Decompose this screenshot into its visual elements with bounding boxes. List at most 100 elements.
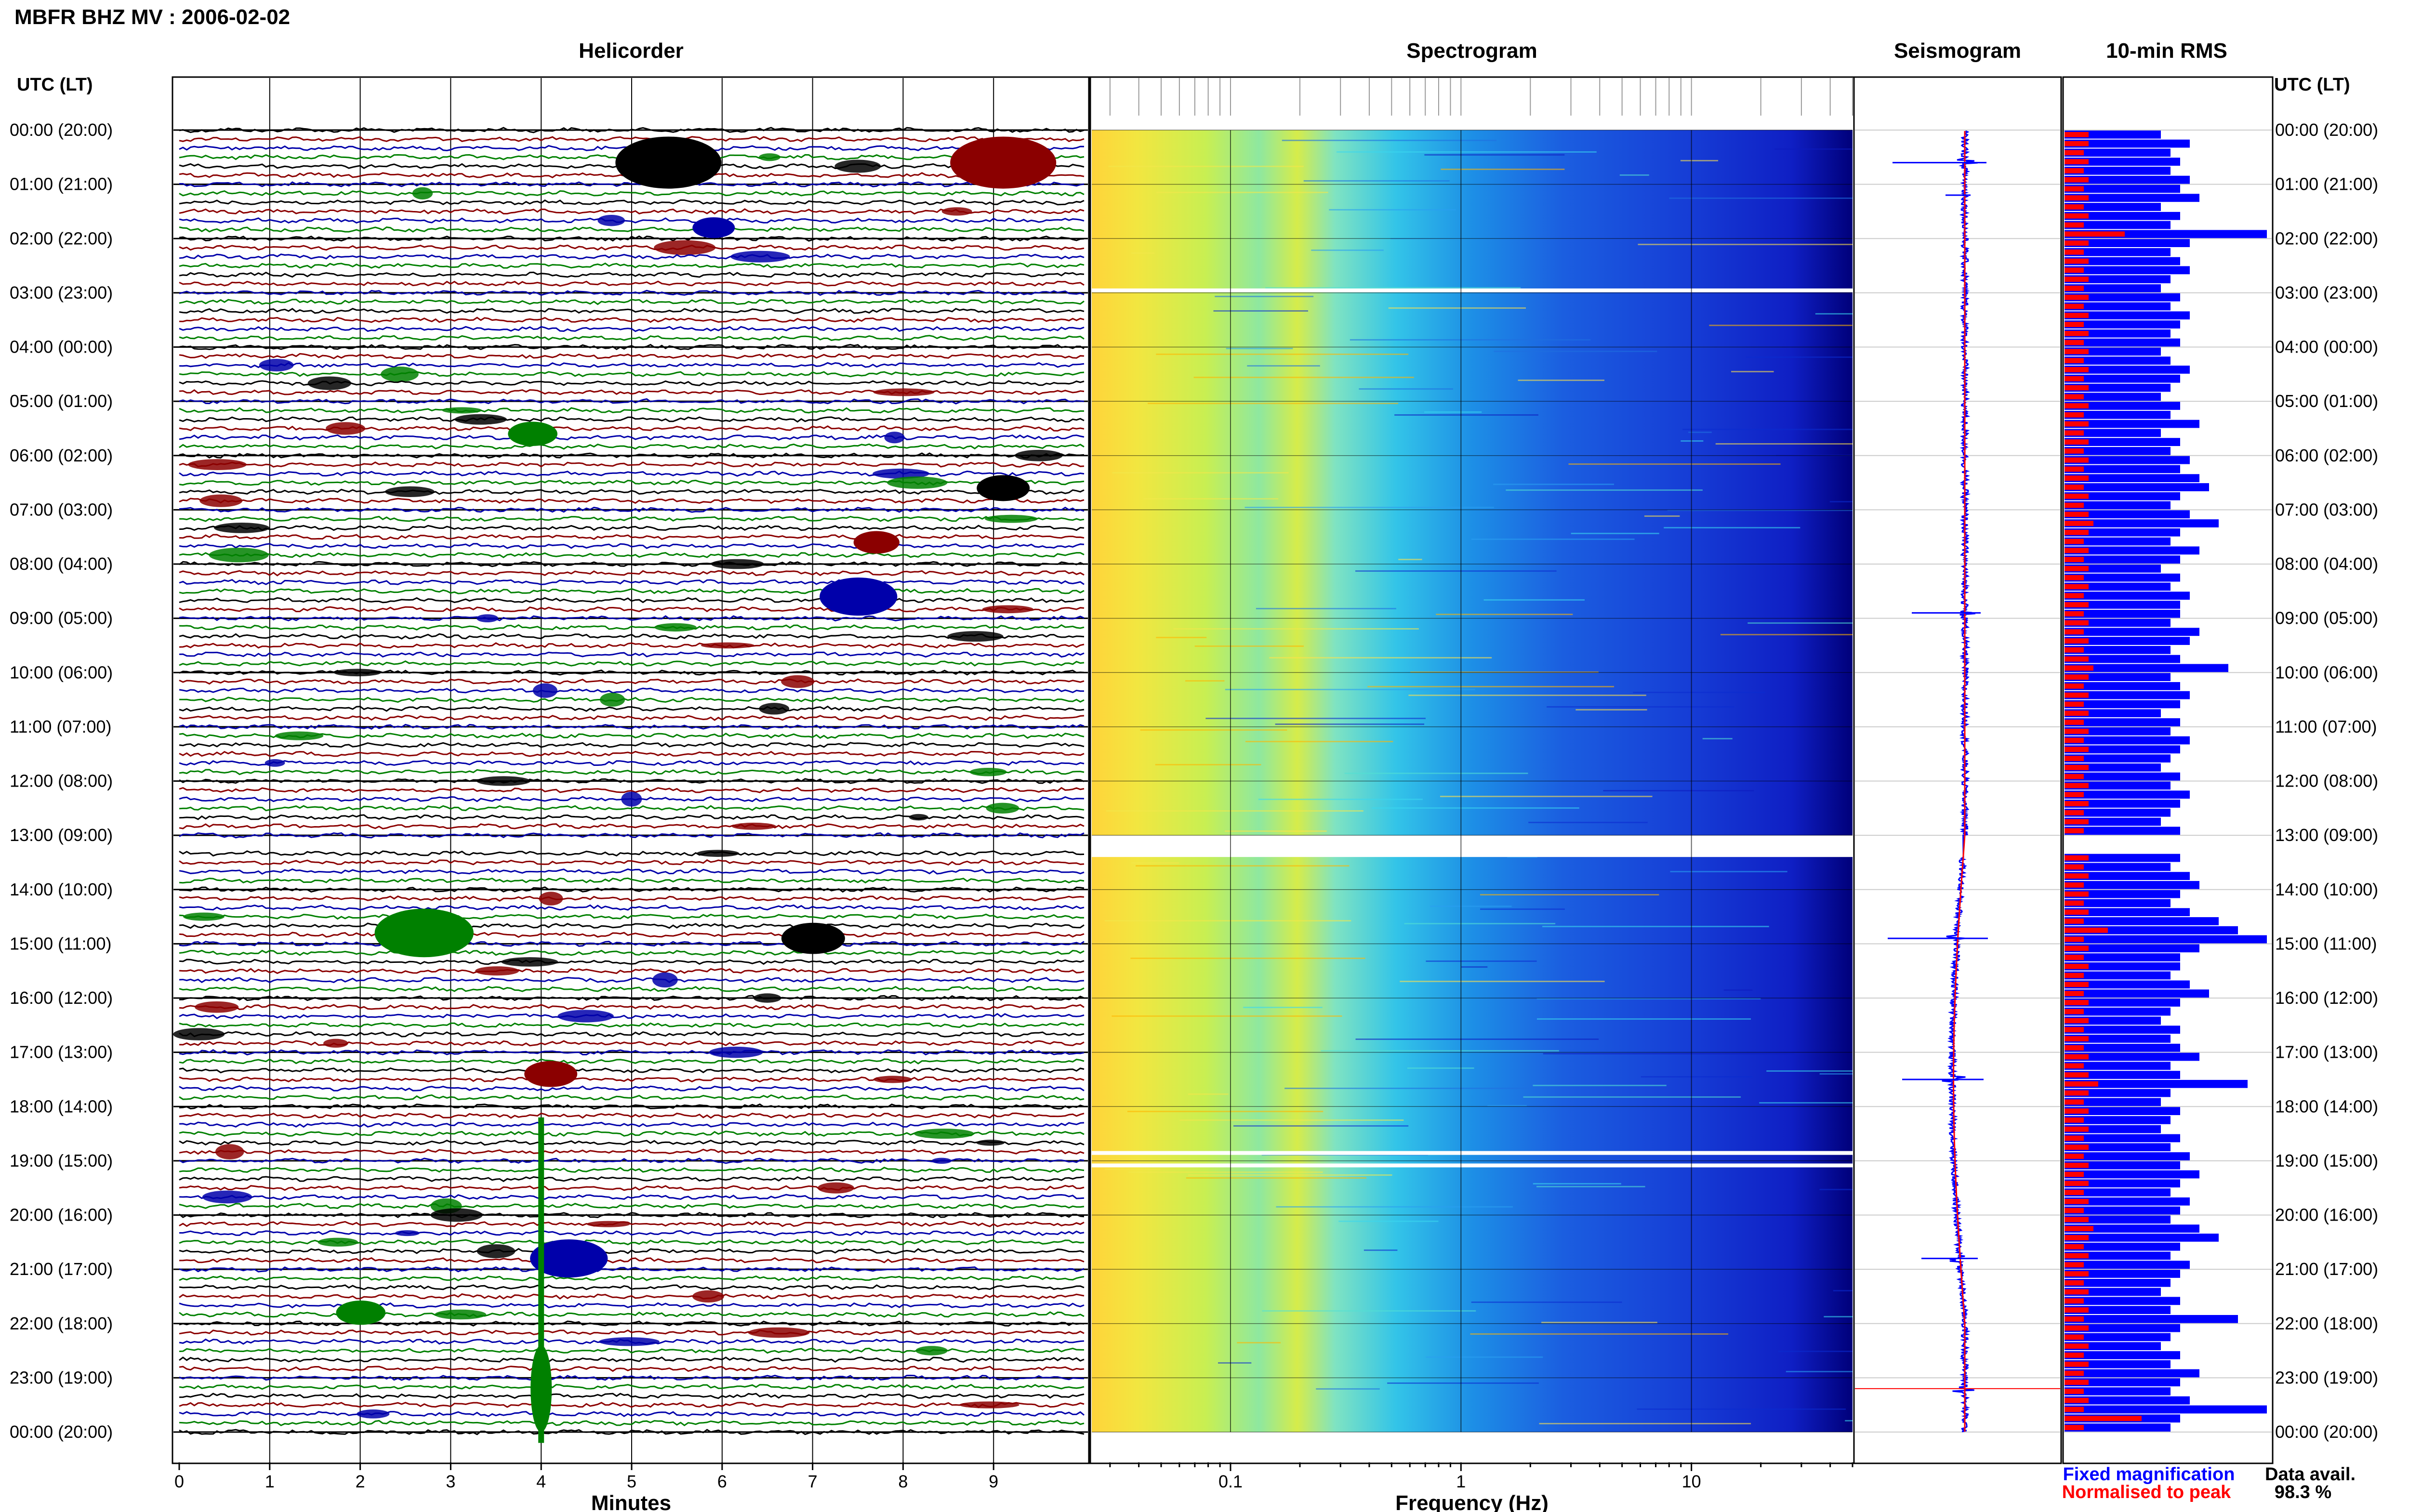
helicorder-burst: [701, 642, 754, 649]
rms-bar-fixed: [2065, 148, 2171, 157]
spectrogram-row-streak: [1543, 1053, 1795, 1054]
spectrogram-row-streak: [1778, 1351, 1853, 1352]
helicorder-burst: [600, 693, 625, 707]
rms-bar-normalised: [2065, 584, 2089, 590]
helicorder-trace: [179, 760, 1085, 766]
helicorder-trace: [179, 1112, 1085, 1119]
helicorder-burst: [215, 1144, 244, 1159]
rms-bar-fixed: [2065, 1215, 2171, 1224]
spectrogram-grid: [1092, 130, 1853, 1433]
spectrogram-row-streak: [1461, 966, 1488, 968]
rms-bar-fixed: [2065, 1278, 2171, 1287]
helicorder-burst: [357, 1409, 390, 1419]
helicorder-trace: [179, 127, 1085, 133]
time-label-left: 13:00 (09:00): [10, 825, 113, 845]
spectrogram-row-streak: [1329, 209, 1456, 210]
legend-normalised-to-peak: Normalised to peak: [2062, 1482, 2231, 1502]
rms-bar-normalised: [2065, 747, 2089, 752]
spectrogram-row-streak: [1193, 377, 1414, 378]
helicorder-burst: [475, 966, 519, 976]
helicorder-burst: [477, 776, 530, 786]
time-label-right: 23:00 (19:00): [2275, 1367, 2378, 1387]
rms-bar-normalised: [2065, 502, 2084, 508]
rms-bar-fixed: [2065, 221, 2171, 229]
rms-bar-fixed: [2065, 1387, 2171, 1395]
time-label-right: 11:00 (07:00): [2275, 717, 2377, 736]
spectrogram-row-streak: [1404, 923, 1556, 924]
helicorder-burst: [477, 614, 499, 623]
rms-bar-normalised: [2065, 1334, 2084, 1340]
spectrogram-row-streak: [1338, 1221, 1439, 1222]
helicorder-trace: [179, 316, 1085, 323]
rms-bar-normalised: [2065, 1054, 2089, 1060]
helicorder-trace: [179, 488, 1085, 495]
spectrogram-row-streak: [1112, 1015, 1342, 1017]
spectrogram-row-streak: [1131, 862, 1179, 864]
helicorder-trace: [179, 1058, 1085, 1065]
helicorder-burst: [183, 912, 225, 921]
seismogram-traces: [1855, 130, 2060, 1433]
rms-bar-fixed: [2065, 908, 2190, 917]
helicorder-burst: [654, 240, 716, 255]
rms-bar-normalised: [2065, 1181, 2089, 1186]
rms-bar-normalised: [2065, 1126, 2089, 1132]
rms-bar-fixed: [2065, 1351, 2180, 1359]
spectrogram-row-streak: [1215, 296, 1314, 297]
rms-bar-normalised: [2065, 213, 2089, 219]
time-label-left: 16:00 (12:00): [10, 988, 113, 1008]
rms-bar-normalised: [2065, 521, 2093, 526]
helicorder-burst: [914, 1129, 974, 1139]
spectrogram-row-streak: [1143, 498, 1279, 500]
helicorder-x-tick-label: 3: [446, 1472, 455, 1491]
helicorder-trace: [179, 597, 1085, 604]
rms-bar-normalised: [2065, 882, 2084, 888]
rms-bar-fixed: [2065, 1360, 2171, 1368]
rms-bar-normalised: [2065, 919, 2084, 924]
helicorder-trace: [179, 498, 1085, 504]
spectrogram-row-streak: [1205, 718, 1426, 719]
rms-bar-normalised: [2065, 340, 2084, 345]
rms-bar-fixed: [2065, 356, 2171, 365]
helicorder-trace: [179, 823, 1085, 829]
spectrogram-row-streak: [1424, 411, 1482, 413]
helicorder-burst: [986, 802, 1019, 814]
helicorder-trace: [179, 280, 1085, 287]
rms-bar-fixed: [2065, 1098, 2161, 1106]
rms-bar-normalised: [2065, 1208, 2084, 1213]
spectrogram-x-ticks: 0.1 1 10: [1109, 78, 1853, 1491]
spectrogram-row-streak: [1173, 628, 1419, 630]
helicorder-event: [374, 908, 474, 958]
rms-bar-fixed: [2065, 1152, 2190, 1160]
helicorder-trace: [179, 642, 1085, 649]
helicorder-burst: [275, 731, 324, 740]
spectrogram-row-streak: [1541, 1322, 1657, 1323]
spectrogram-row-streak: [1507, 856, 1537, 858]
rms-bar-normalised: [2065, 1361, 2089, 1367]
helicorder-burst: [395, 1230, 420, 1236]
spectrogram-row-streak: [1131, 252, 1155, 254]
rms-bar-normalised: [2065, 566, 2089, 571]
rms-bar-fixed: [2065, 1197, 2190, 1206]
helicorder-event: [781, 922, 845, 954]
spectrogram-row-streak: [1819, 1073, 1853, 1075]
spectrogram-row-streak: [1225, 689, 1475, 690]
helicorder-event: [853, 531, 900, 554]
time-label-left: 01:00 (21:00): [10, 174, 113, 194]
rms-bar-normalised: [2065, 267, 2084, 273]
rms-bar-normalised: [2065, 1380, 2089, 1385]
spectrogram-row-streak: [1819, 1189, 1853, 1190]
rms-bar-fixed: [2065, 1423, 2171, 1432]
rms-bar-fixed: [2065, 1270, 2180, 1278]
time-label-right: 20:00 (16:00): [2275, 1205, 2378, 1225]
rms-bar-normalised: [2065, 222, 2084, 228]
helicorder-trace: [179, 1302, 1085, 1309]
rms-bar-fixed: [2065, 727, 2171, 736]
rms-bar-fixed: [2065, 1306, 2171, 1314]
rms-bar-normalised: [2065, 557, 2084, 562]
rms-bar-normalised: [2065, 412, 2084, 418]
rms-bar-fixed: [2065, 827, 2180, 835]
rms-bar-normalised: [2065, 376, 2084, 381]
spectrogram-row-streak: [1494, 351, 1657, 352]
rms-bar-normalised: [2065, 864, 2084, 870]
spectrogram-row-streak: [1321, 1050, 1559, 1052]
